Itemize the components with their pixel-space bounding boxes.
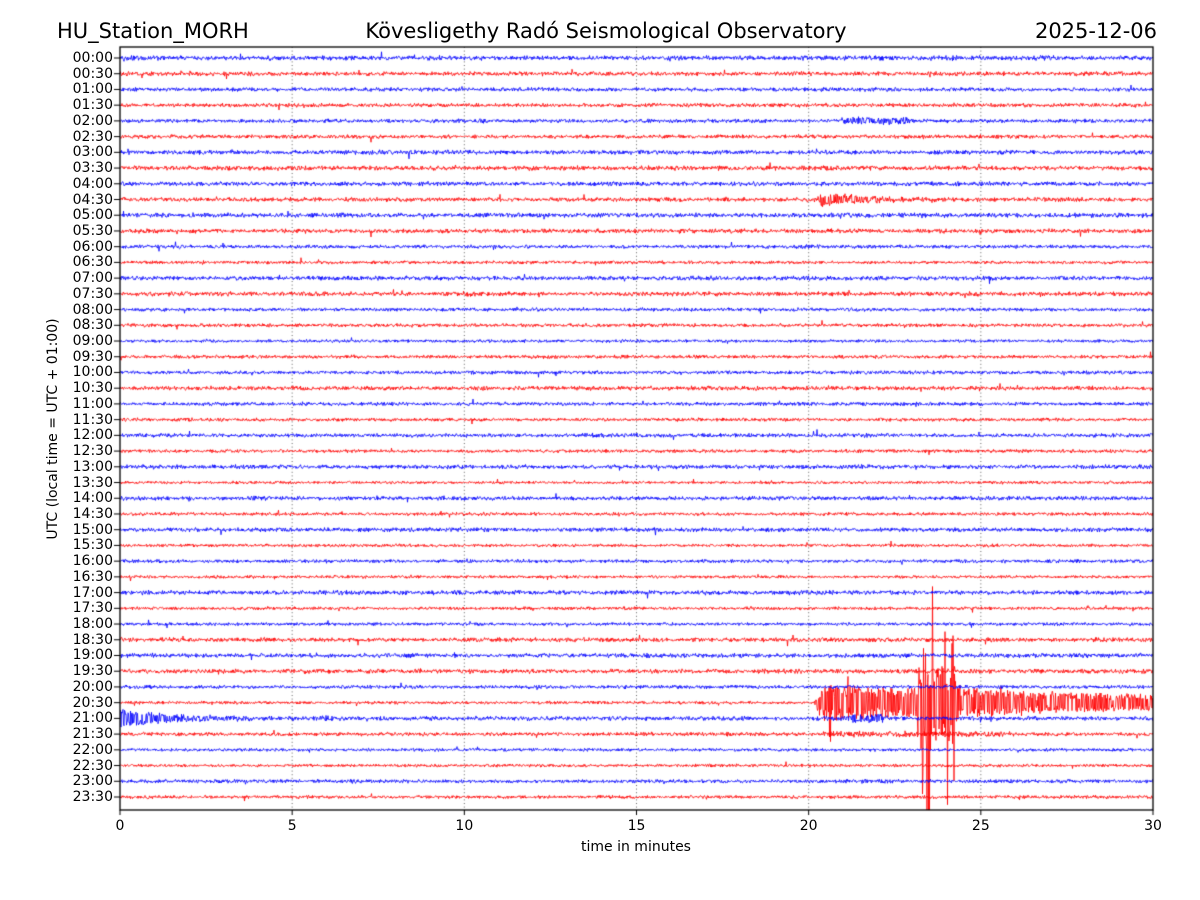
y-tick-label: 18:30 [72, 631, 113, 648]
y-tick-label: 15:00 [72, 521, 113, 538]
y-tick-label: 22:00 [72, 741, 113, 758]
y-tick-label: 07:00 [72, 270, 113, 287]
x-tick-label: 0 [115, 818, 125, 834]
x-tick-label: 20 [799, 818, 818, 834]
y-tick-label: 20:30 [72, 694, 113, 711]
y-tick-label: 16:30 [72, 568, 113, 585]
y-tick-label: 01:00 [72, 81, 113, 98]
x-axis-label: time in minutes [581, 839, 691, 855]
y-tick-label: 04:00 [72, 175, 113, 192]
y-tick-label: 11:30 [72, 411, 113, 428]
x-tick-label: 5 [287, 818, 297, 834]
station-name: HU_Station_MORH [57, 19, 249, 43]
y-tick-label: 22:30 [72, 757, 113, 774]
y-tick-label: 16:00 [72, 553, 113, 570]
y-tick-label: 21:30 [72, 726, 113, 743]
x-tick-label: 25 [971, 818, 990, 834]
y-tick-label: 23:00 [72, 773, 113, 790]
y-tick-label: 09:00 [72, 333, 113, 350]
y-tick-label: 17:00 [72, 584, 113, 601]
y-tick-label: 19:00 [72, 647, 113, 664]
y-tick-label: 20:00 [72, 678, 113, 695]
y-tick-label: 04:30 [72, 191, 113, 208]
y-tick-label: 06:30 [72, 254, 113, 271]
y-tick-label: 08:00 [72, 301, 113, 318]
observatory-title: Kövesligethy Radó Seismological Observat… [365, 19, 847, 43]
y-tick-label: 12:30 [72, 443, 113, 460]
y-tick-label: 10:30 [72, 380, 113, 397]
record-date: 2025-12-06 [1034, 19, 1157, 43]
y-tick-label: 07:30 [72, 285, 113, 302]
y-tick-label: 11:00 [72, 395, 113, 412]
y-tick-label: 03:00 [72, 144, 113, 161]
y-tick-label: 13:30 [72, 474, 113, 491]
y-tick-label: 15:30 [72, 537, 113, 554]
y-tick-label: 08:30 [72, 317, 113, 334]
y-tick-label: 12:00 [72, 427, 113, 444]
y-tick-label: 09:30 [72, 348, 113, 365]
y-tick-label: 02:00 [72, 112, 113, 129]
y-tick-label: 05:00 [72, 207, 113, 224]
y-tick-label: 10:00 [72, 364, 113, 381]
x-tick-label: 30 [1144, 818, 1162, 834]
y-tick-label: 00:30 [72, 65, 113, 82]
y-tick-label: 14:30 [72, 505, 113, 522]
y-tick-label: 14:00 [72, 490, 113, 507]
y-tick-label: 21:00 [72, 710, 113, 727]
y-tick-label: 17:30 [72, 600, 113, 617]
y-tick-label: 06:00 [72, 238, 113, 255]
y-tick-label: 03:30 [72, 160, 113, 177]
y-tick-label: 13:00 [72, 458, 113, 475]
y-tick-label: 00:00 [72, 50, 113, 66]
x-tick-label: 15 [627, 818, 646, 834]
x-tick-label: 10 [455, 818, 474, 834]
y-tick-label: 05:30 [72, 222, 113, 239]
y-tick-label: 18:00 [72, 616, 113, 633]
y-tick-label: 02:30 [72, 128, 113, 145]
y-tick-label: 23:30 [72, 789, 113, 805]
y-tick-label: 19:30 [72, 663, 113, 680]
y-tick-label: 01:30 [72, 97, 113, 114]
